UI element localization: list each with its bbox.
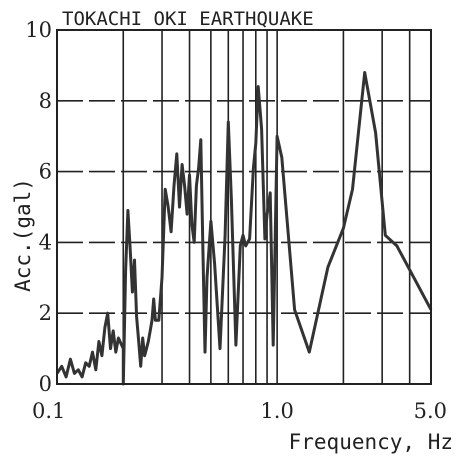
tick-labels: 0 2 4 6 8 10 0.1 1.0 5.0 <box>25 18 447 423</box>
y-tick-label: 10 <box>25 18 52 42</box>
plot-frame <box>56 29 432 385</box>
y-tick-label: 2 <box>39 301 52 325</box>
x-tick-label: 5.0 <box>414 399 447 423</box>
x-tick-label: 0.1 <box>32 399 65 423</box>
y-tick-label: 0 <box>39 372 52 396</box>
chart-title: TOKACHI OKI EARTHQUAKE <box>62 8 314 30</box>
y-axis-label: Acc.(gal) <box>11 178 35 292</box>
x-tick-label: 1.0 <box>260 399 293 423</box>
y-tick-label: 8 <box>39 89 52 113</box>
acceleration-spectrum-line <box>55 71 433 386</box>
x-axis-label: Frequency, Hz <box>289 430 453 454</box>
y-tick-label: 4 <box>39 230 52 254</box>
y-tick-label: 6 <box>39 160 52 184</box>
